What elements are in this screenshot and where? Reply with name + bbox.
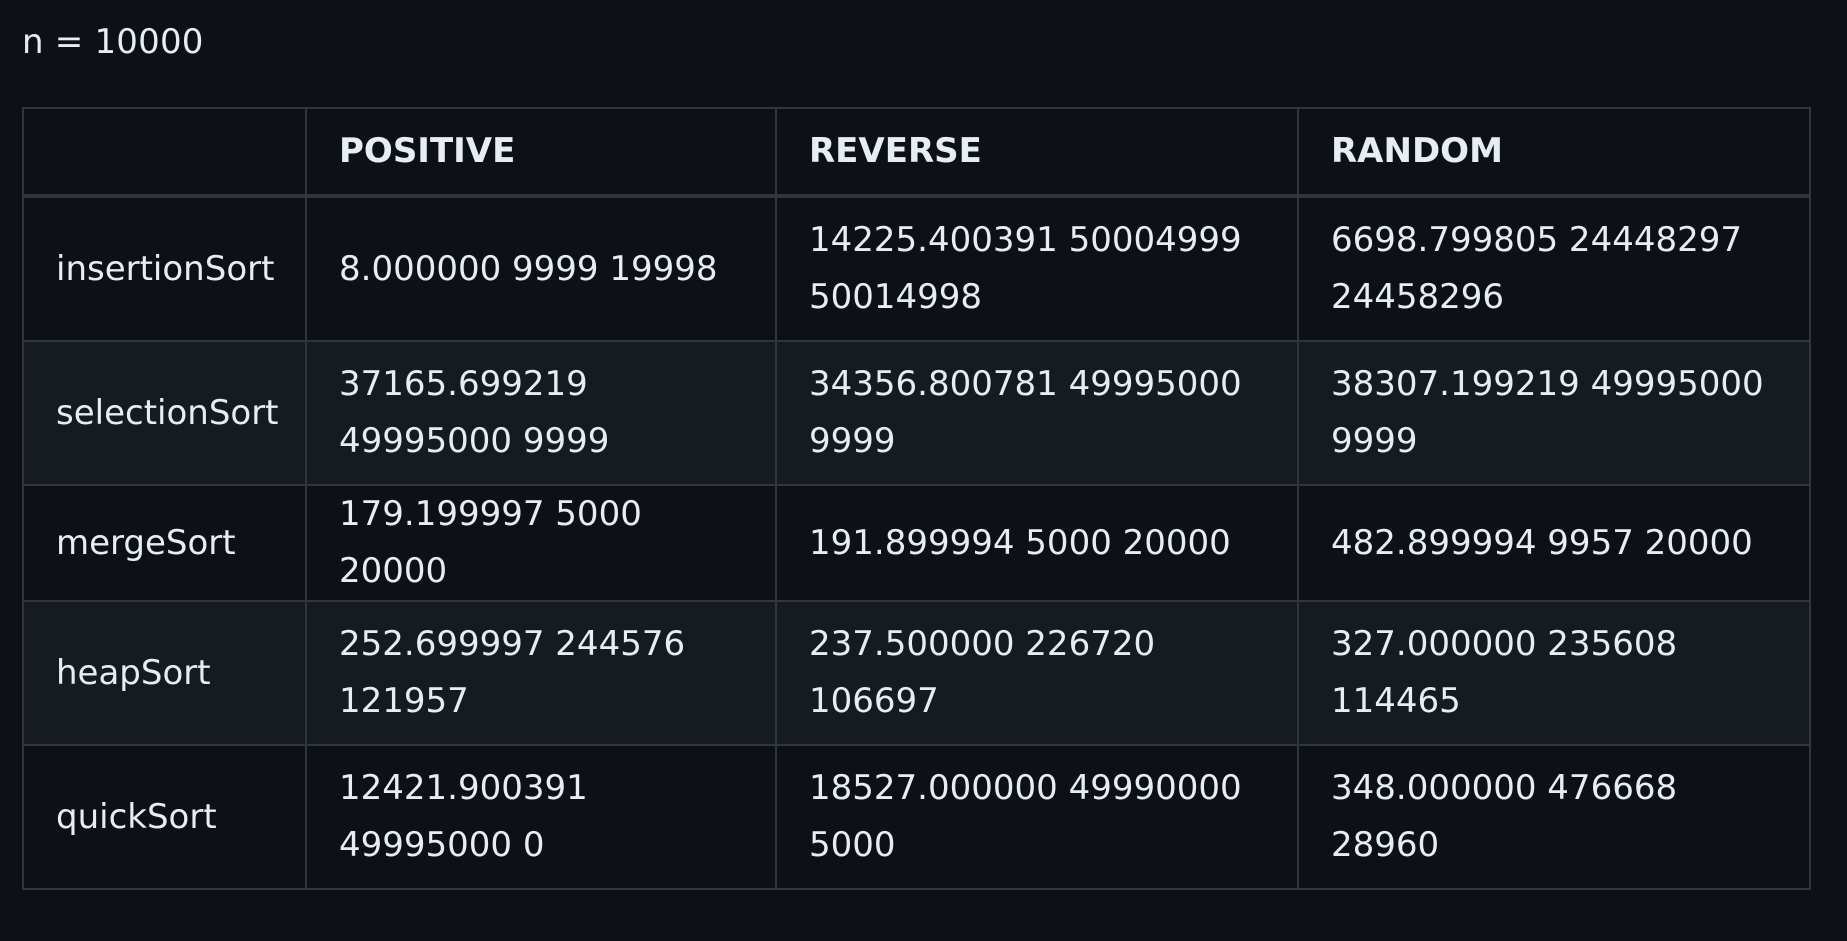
table-cell: 18527.000000 49990000 5000	[775, 744, 1299, 890]
table-row: insertionSort 8.000000 9999 19998 14225.…	[22, 195, 1811, 342]
table-row: heapSort 252.699997 244576 121957 237.50…	[22, 600, 1811, 746]
row-label: selectionSort	[22, 340, 307, 486]
table-cell: 482.899994 9957 20000	[1297, 484, 1811, 602]
table-cell: 12421.900391 49995000 0	[305, 744, 777, 890]
page-caption: n = 10000	[22, 22, 204, 62]
table-row: selectionSort 37165.699219 49995000 9999…	[22, 340, 1811, 486]
header-cell-random: RANDOM	[1297, 107, 1811, 198]
table-cell: 179.199997 5000 20000	[305, 484, 777, 602]
table-cell: 237.500000 226720 106697	[775, 600, 1299, 746]
table-cell: 14225.400391 50004999 50014998	[775, 195, 1299, 342]
table-cell: 38307.199219 49995000 9999	[1297, 340, 1811, 486]
header-row: POSITIVE REVERSE RANDOM	[22, 107, 1811, 198]
table-cell: 191.899994 5000 20000	[775, 484, 1299, 602]
row-label: insertionSort	[22, 195, 307, 342]
table-row: quickSort 12421.900391 49995000 0 18527.…	[22, 744, 1811, 890]
table-cell: 34356.800781 49995000 9999	[775, 340, 1299, 486]
header-cell-reverse: REVERSE	[775, 107, 1299, 198]
table-cell: 37165.699219 49995000 9999	[305, 340, 777, 486]
row-label: heapSort	[22, 600, 307, 746]
table-cell: 6698.799805 24448297 24458296	[1297, 195, 1811, 342]
row-label: mergeSort	[22, 484, 307, 602]
table-cell: 348.000000 476668 28960	[1297, 744, 1811, 890]
header-cell-positive: POSITIVE	[305, 107, 777, 198]
table-row: mergeSort 179.199997 5000 20000 191.8999…	[22, 484, 1811, 602]
table-cell: 252.699997 244576 121957	[305, 600, 777, 746]
results-table: POSITIVE REVERSE RANDOM insertionSort 8.…	[22, 107, 1811, 890]
table-cell: 327.000000 235608 114465	[1297, 600, 1811, 746]
table-cell: 8.000000 9999 19998	[305, 195, 777, 342]
header-cell-empty	[22, 107, 307, 198]
row-label: quickSort	[22, 744, 307, 890]
